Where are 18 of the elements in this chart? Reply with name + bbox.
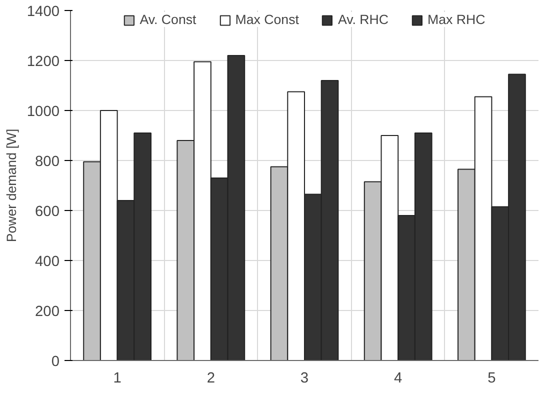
y-tick-label: 1400 [26, 4, 60, 20]
legend-label: Max RHC [428, 12, 486, 27]
y-tick-label: 1000 [26, 104, 60, 120]
x-tick-label: 2 [206, 370, 215, 386]
y-tick-label: 0 [51, 354, 60, 370]
y-tick-label: 600 [35, 204, 60, 220]
x-tick-label: 3 [300, 370, 309, 386]
y-tick-label: 400 [35, 254, 60, 270]
legend-label: Av. Const [140, 12, 196, 27]
legend-label: Av. RHC [338, 12, 389, 27]
x-tick-label: 5 [488, 370, 496, 386]
y-tick-label: 200 [35, 304, 60, 320]
x-tick-label: 1 [113, 370, 122, 386]
y-tick-label: 1200 [26, 54, 60, 70]
legend-label: Max Const [235, 12, 299, 27]
y-tick-label: 800 [35, 154, 60, 170]
y-axis-title: Power demand [W] [4, 128, 19, 242]
x-tick-label: 4 [394, 370, 402, 386]
